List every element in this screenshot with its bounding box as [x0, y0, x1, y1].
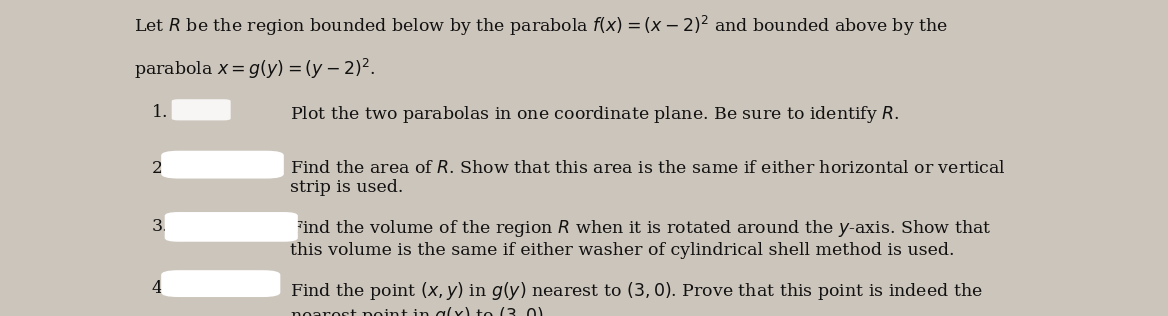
Text: Plot the two parabolas in one coordinate plane. Be sure to identify $R$.: Plot the two parabolas in one coordinate… — [290, 104, 899, 125]
FancyBboxPatch shape — [172, 99, 230, 120]
FancyBboxPatch shape — [167, 157, 229, 175]
Text: Find the area of $R$. Show that this area is the same if either horizontal or ve: Find the area of $R$. Show that this are… — [290, 160, 1006, 196]
Text: Find the volume of the region $R$ when it is rotated around the $y$-axis. Show t: Find the volume of the region $R$ when i… — [290, 218, 992, 258]
Text: parabola $x = g(y) = (y - 2)^2$.: parabola $x = g(y) = (y - 2)^2$. — [134, 57, 376, 81]
FancyBboxPatch shape — [167, 216, 232, 238]
Text: 3.: 3. — [152, 218, 168, 235]
Text: 1.: 1. — [152, 104, 168, 121]
FancyBboxPatch shape — [161, 270, 280, 297]
Text: 2.: 2. — [152, 160, 168, 177]
Text: Find the point $(x, y)$ in $g(y)$ nearest to $(3, 0)$. Prove that this point is : Find the point $(x, y)$ in $g(y)$ neares… — [290, 280, 982, 316]
Text: 4.: 4. — [152, 280, 168, 297]
FancyBboxPatch shape — [165, 212, 298, 242]
FancyBboxPatch shape — [161, 151, 284, 179]
Text: Let $R$ be the region bounded below by the parabola $f(x) = (x - 2)^2$ and bound: Let $R$ be the region bounded below by t… — [134, 14, 948, 38]
